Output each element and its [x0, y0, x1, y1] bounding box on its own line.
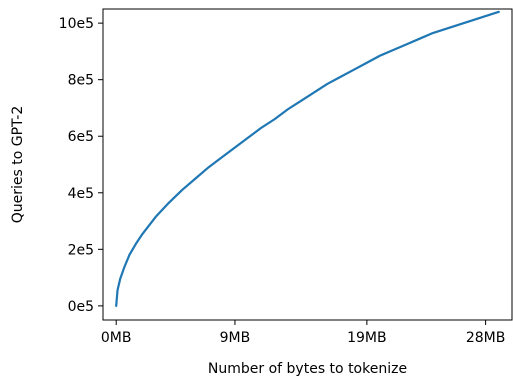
series-line-0: [115, 10, 500, 307]
x-axis-ticks: 0MB 9MB 19MB 28MB: [101, 320, 505, 346]
plot-area: [115, 10, 500, 307]
y-tick-label: 10e5: [59, 16, 94, 32]
y-axis-ticks: 0e5 2e5 4e5 6e5 8e5 10e5: [59, 16, 103, 315]
y-tick-label: 0e5: [68, 299, 94, 315]
y-tick-label: 8e5: [68, 73, 94, 89]
y-tick-label: 6e5: [68, 129, 94, 145]
y-tick-label: 4e5: [68, 186, 94, 202]
y-axis-title: Queries to GPT-2: [10, 106, 26, 224]
x-tick-label: 28MB: [466, 330, 506, 346]
x-tick-label: 0MB: [101, 330, 132, 346]
x-tick-label: 9MB: [220, 330, 251, 346]
x-axis-title: Number of bytes to tokenize: [208, 361, 407, 377]
x-tick-label: 19MB: [347, 330, 387, 346]
plot-frame: [102, 8, 513, 321]
y-tick-label: 2e5: [68, 242, 94, 258]
axes: [102, 8, 513, 321]
